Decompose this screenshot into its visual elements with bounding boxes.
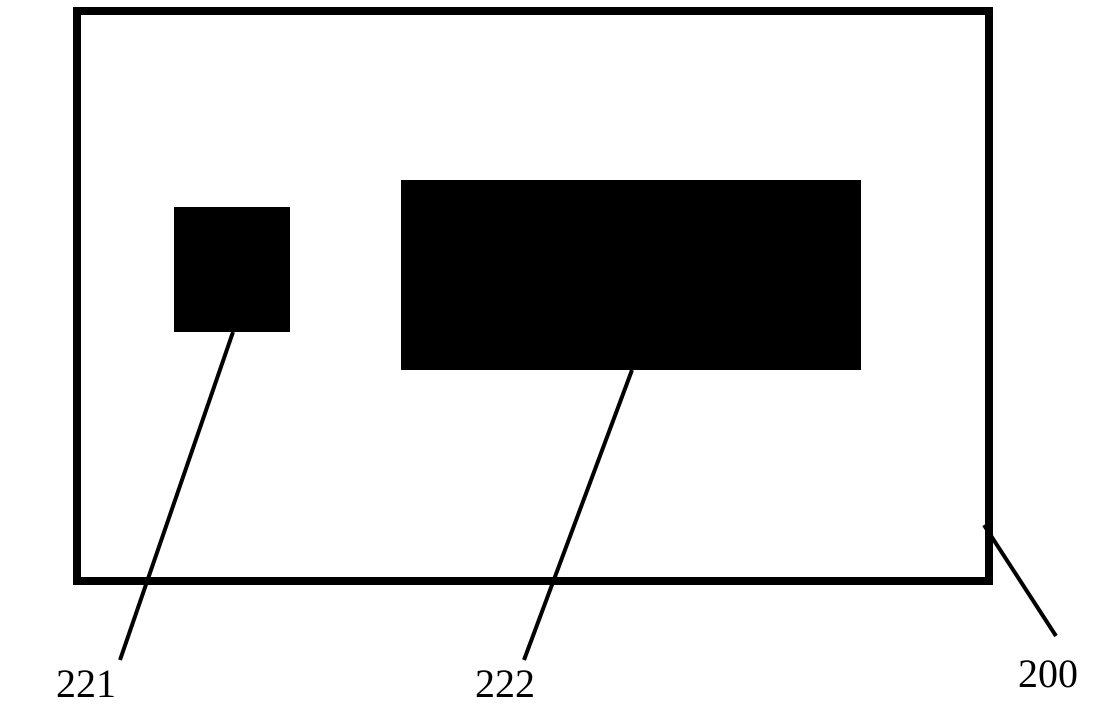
diagram-canvas: 200 221 222 [0,0,1103,709]
diagram-svg [0,0,1103,709]
large-block [401,180,861,370]
leader-222 [524,370,632,660]
small-block [174,207,290,332]
leader-221 [120,332,233,660]
label-200: 200 [1018,650,1078,697]
label-221: 221 [56,660,116,707]
leader-200 [984,525,1056,636]
label-222: 222 [475,660,535,707]
